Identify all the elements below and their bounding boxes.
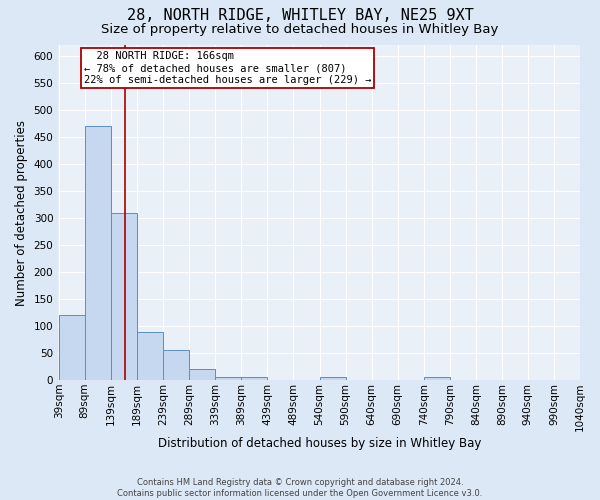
Bar — [241, 378, 267, 380]
Bar — [163, 350, 189, 380]
Bar — [111, 212, 137, 380]
Text: Size of property relative to detached houses in Whitley Bay: Size of property relative to detached ho… — [101, 22, 499, 36]
Bar — [137, 332, 163, 380]
Text: Contains HM Land Registry data © Crown copyright and database right 2024.
Contai: Contains HM Land Registry data © Crown c… — [118, 478, 482, 498]
Bar — [320, 378, 346, 380]
Bar — [59, 316, 85, 380]
Bar — [189, 370, 215, 380]
Bar — [215, 378, 241, 380]
Y-axis label: Number of detached properties: Number of detached properties — [15, 120, 28, 306]
X-axis label: Distribution of detached houses by size in Whitley Bay: Distribution of detached houses by size … — [158, 437, 481, 450]
Text: 28, NORTH RIDGE, WHITLEY BAY, NE25 9XT: 28, NORTH RIDGE, WHITLEY BAY, NE25 9XT — [127, 8, 473, 22]
Bar — [424, 378, 450, 380]
Text: 28 NORTH RIDGE: 166sqm
← 78% of detached houses are smaller (807)
22% of semi-de: 28 NORTH RIDGE: 166sqm ← 78% of detached… — [83, 52, 371, 84]
Bar — [85, 126, 111, 380]
